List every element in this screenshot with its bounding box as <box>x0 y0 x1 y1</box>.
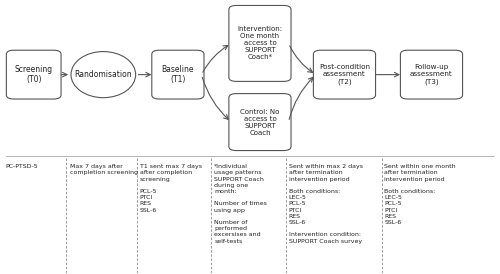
Text: Control: No
access to
SUPPORT
Coach: Control: No access to SUPPORT Coach <box>240 109 280 136</box>
FancyBboxPatch shape <box>229 5 291 81</box>
Text: PC-PTSD-5: PC-PTSD-5 <box>6 164 38 169</box>
Text: Sent within one month
after termination
intervention period

Both conditions:
LE: Sent within one month after termination … <box>384 164 456 225</box>
Text: Follow-up
assessment
(T3): Follow-up assessment (T3) <box>410 64 453 85</box>
Text: Sent within max 2 days
after termination
intervention period

Both conditions:
L: Sent within max 2 days after termination… <box>289 164 363 244</box>
Text: Randomisation: Randomisation <box>74 70 132 79</box>
FancyBboxPatch shape <box>6 50 61 99</box>
Text: Screening
(T0): Screening (T0) <box>14 65 53 84</box>
FancyBboxPatch shape <box>400 50 462 99</box>
Ellipse shape <box>71 52 136 98</box>
Text: Intervention:
One month
access to
SUPPORT
Coach*: Intervention: One month access to SUPPOR… <box>238 26 282 61</box>
FancyBboxPatch shape <box>314 50 376 99</box>
Text: Post-condition
assessment
(T2): Post-condition assessment (T2) <box>319 64 370 85</box>
Text: *Individual
usage patterns
SUPPORT Coach
during one
month:

Number of times
usin: *Individual usage patterns SUPPORT Coach… <box>214 164 267 244</box>
FancyBboxPatch shape <box>152 50 204 99</box>
Text: Max 7 days after
completion screening: Max 7 days after completion screening <box>70 164 138 175</box>
FancyBboxPatch shape <box>229 94 291 150</box>
Text: T1 sent max 7 days
after completion
screening

PCL-5
PTCI
RES
SSL-6: T1 sent max 7 days after completion scre… <box>140 164 202 213</box>
Text: Baseline
(T1): Baseline (T1) <box>162 65 194 84</box>
